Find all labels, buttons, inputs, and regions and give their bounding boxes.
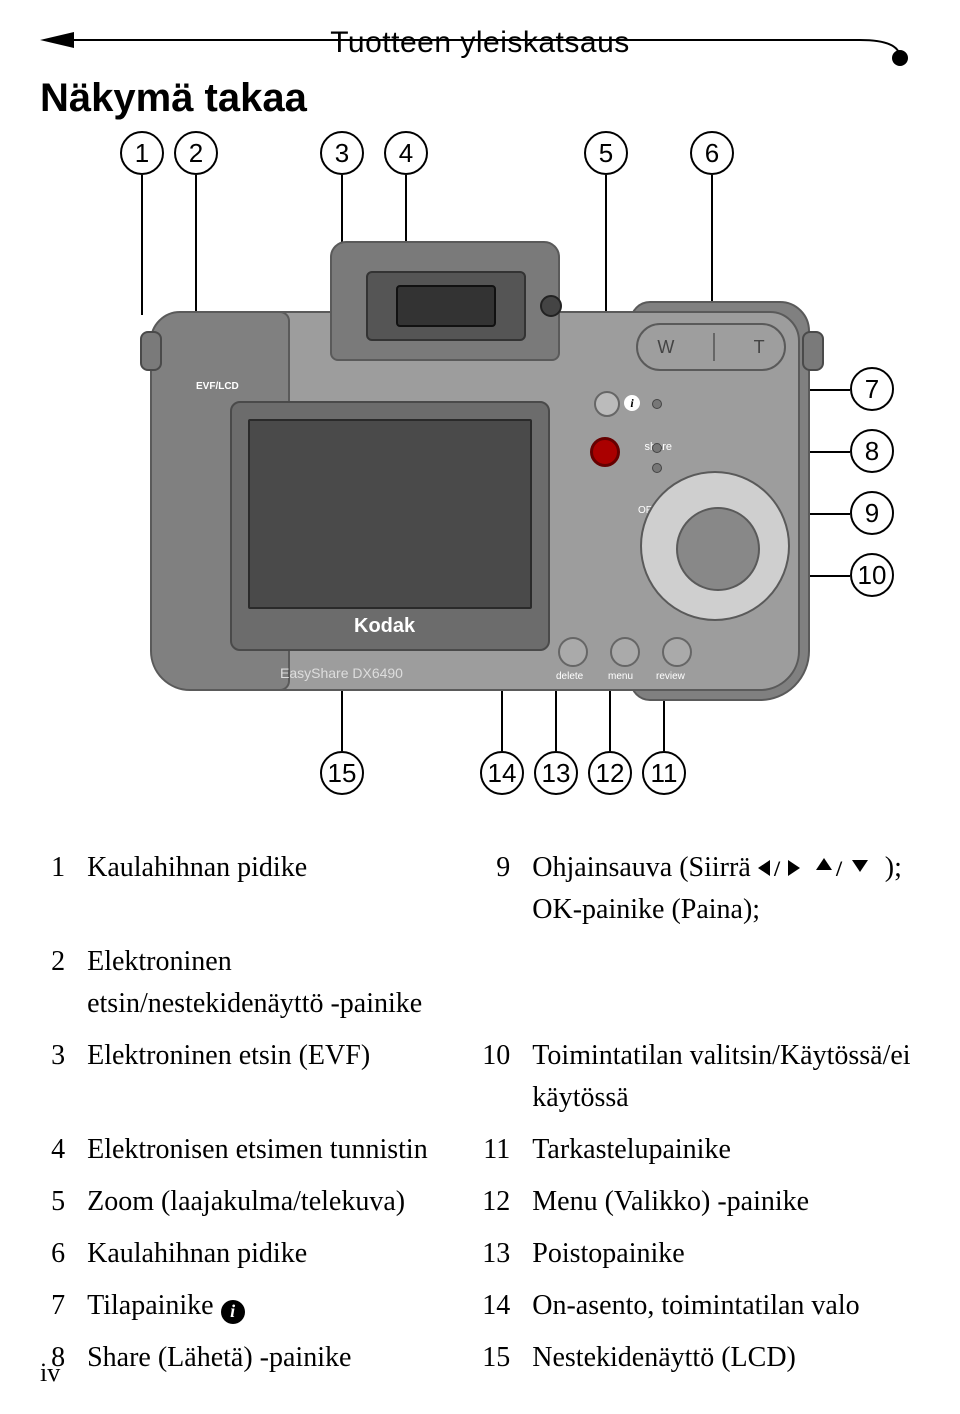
callout-3: 3 xyxy=(320,131,364,175)
zoom-rocker: W T xyxy=(636,323,786,371)
menu-button xyxy=(610,637,640,667)
callout-14: 14 xyxy=(480,751,524,795)
camera-diagram: 1 2 3 4 5 6 7 8 9 10 15 14 13 12 11 EVF/… xyxy=(40,131,920,811)
status-button xyxy=(594,391,620,417)
callout-9: 9 xyxy=(850,491,894,535)
callout-10: 10 xyxy=(850,553,894,597)
callout-4: 4 xyxy=(384,131,428,175)
mode-dial xyxy=(640,471,790,621)
brand-logo: Kodak xyxy=(354,615,415,638)
model-label: EasyShare DX6490 xyxy=(280,665,403,681)
info-icon: i xyxy=(624,395,640,411)
legend-desc: Kaulahihnan pidike xyxy=(81,843,473,935)
legend-table: 1 Kaulahihnan pidike 9 Ohjainsauva (Siir… xyxy=(40,841,920,1385)
callout-15: 15 xyxy=(320,751,364,795)
legend-num: 1 xyxy=(42,843,79,935)
callout-1: 1 xyxy=(120,131,164,175)
page-title: Tuotteen yleiskatsaus xyxy=(40,26,920,60)
callout-7: 7 xyxy=(850,367,894,411)
callout-12: 12 xyxy=(588,751,632,795)
callout-6: 6 xyxy=(690,131,734,175)
share-button xyxy=(590,437,620,467)
strap-lug-right xyxy=(802,331,824,371)
lcd-screen xyxy=(248,419,532,609)
svg-text:/: / xyxy=(773,856,781,880)
section-title: Näkymä takaa xyxy=(40,76,920,121)
page-header: Tuotteen yleiskatsaus xyxy=(40,32,920,72)
review-button xyxy=(662,637,692,667)
info-badge-icon: i xyxy=(221,1300,245,1324)
page-number: iv xyxy=(40,1358,60,1388)
camera-illustration: EVF/LCD Kodak EasyShare DX6490 W T i sha… xyxy=(130,241,830,721)
callout-5: 5 xyxy=(584,131,628,175)
legend-num: 9 xyxy=(475,843,524,935)
svg-text:/: / xyxy=(835,856,843,880)
callout-11: 11 xyxy=(642,751,686,795)
evf-lcd-label: EVF/LCD xyxy=(196,381,239,392)
joystick-arrows-icon: / / xyxy=(758,856,878,880)
callout-13: 13 xyxy=(534,751,578,795)
strap-lug-left xyxy=(140,331,162,371)
legend-desc: Ohjainsauva (Siirrä / / ); OK-painike (P… xyxy=(526,843,918,935)
delete-button xyxy=(558,637,588,667)
callout-2: 2 xyxy=(174,131,218,175)
callout-8: 8 xyxy=(850,429,894,473)
